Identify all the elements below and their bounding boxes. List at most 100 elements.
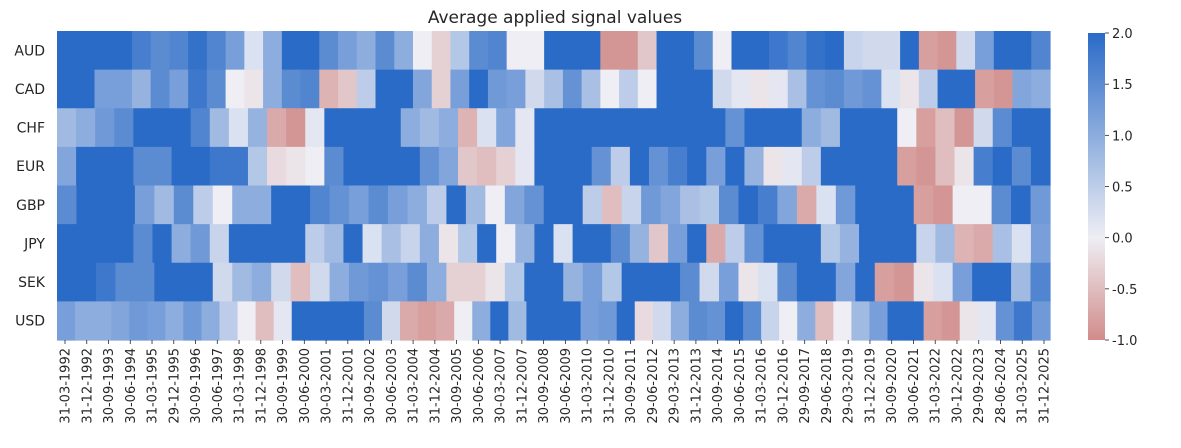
heatmap-cell — [381, 224, 402, 264]
heatmap-cell — [388, 185, 409, 225]
heatmap-cell — [712, 31, 733, 71]
heatmap-cell — [787, 69, 808, 109]
x-tick-label: 31-03-2022 — [929, 348, 944, 424]
heatmap-cell — [169, 31, 189, 71]
heatmap-cell — [458, 146, 478, 187]
heatmap-cell — [1011, 224, 1032, 264]
x-tick-label: 31-12-2013 — [689, 348, 704, 424]
heatmap-cell — [629, 146, 650, 187]
heatmap-cell — [851, 301, 871, 341]
heatmap-cell — [629, 108, 650, 148]
heatmap-cell — [660, 185, 681, 225]
x-tick-label: 30-12-2016 — [776, 348, 791, 424]
heatmap-cell — [900, 69, 920, 109]
heatmap-cell — [95, 185, 117, 225]
heatmap-cell — [458, 108, 478, 148]
heatmap-cell — [113, 31, 133, 71]
heatmap-cell — [750, 31, 770, 71]
heatmap-cell — [782, 224, 803, 264]
heatmap-cell — [675, 31, 695, 71]
heatmap-cell — [935, 108, 956, 148]
heatmap-cell — [472, 301, 491, 341]
heatmap-cell — [76, 224, 96, 264]
heatmap-cell — [670, 301, 690, 341]
heatmap-cell — [251, 185, 272, 225]
x-tick-label: 30-09-1993 — [102, 348, 117, 424]
heatmap-cell — [504, 185, 525, 225]
heatmap-cell — [418, 301, 437, 341]
x-tick-label: 30-06-2003 — [385, 348, 400, 424]
heatmap-cell — [706, 146, 726, 187]
heatmap-cell — [477, 224, 497, 264]
heatmap-cell — [959, 301, 979, 341]
heatmap-cell — [750, 69, 770, 109]
heatmap-cell — [343, 108, 364, 148]
heatmap-cell — [796, 185, 817, 225]
heatmap-cell — [1030, 224, 1051, 264]
heatmap-cell — [232, 262, 253, 302]
heatmap-cell — [905, 301, 925, 341]
heatmap-cell — [281, 31, 302, 71]
heatmap-cell — [329, 185, 350, 225]
x-tick-label: 31-12-2010 — [602, 348, 617, 424]
heatmap-cell — [975, 31, 995, 71]
heatmap-cell — [225, 69, 245, 109]
heatmap-cell — [310, 262, 331, 302]
heatmap-cell — [806, 69, 826, 109]
x-tick-label: 30-09-2011 — [624, 348, 639, 424]
heatmap-cell — [656, 69, 676, 109]
heatmap-cell — [619, 31, 639, 71]
heatmap-cell — [465, 185, 486, 225]
heatmap-cell — [878, 108, 898, 148]
heatmap-cell — [992, 146, 1013, 187]
heatmap-cell — [206, 31, 227, 71]
heatmap-cell — [290, 262, 311, 302]
heatmap-cell — [859, 146, 879, 187]
heatmap-cell — [937, 31, 957, 71]
heatmap-cell — [956, 31, 976, 71]
heatmap-cell — [394, 31, 414, 71]
heatmap-cell — [57, 146, 77, 187]
heatmap-cell — [641, 262, 662, 302]
heatmap-cell — [504, 262, 525, 302]
x-tick-label: 30-09-2005 — [450, 348, 465, 424]
heatmap-cell — [247, 224, 268, 264]
heatmap-cell — [562, 301, 582, 341]
heatmap-cell — [381, 301, 401, 341]
heatmap-cell — [598, 301, 618, 341]
heatmap-cell — [94, 31, 114, 71]
heatmap-cell — [956, 69, 976, 109]
heatmap-cell — [935, 224, 956, 264]
heatmap-cell — [694, 69, 714, 109]
heatmap-cell — [687, 224, 707, 264]
heatmap-cell — [973, 146, 994, 187]
heatmap-cell — [991, 185, 1012, 225]
heatmap-cell — [263, 69, 283, 109]
heatmap-cell — [400, 301, 419, 341]
heatmap-cell — [534, 146, 555, 187]
heatmap-cell — [833, 301, 852, 341]
heatmap-cell — [525, 69, 545, 109]
heatmap-cell — [343, 224, 364, 264]
y-tick-label: CAD — [15, 82, 45, 98]
heatmap-cell — [744, 146, 765, 187]
x-tick-label: 31-12-1998 — [254, 348, 269, 424]
x-tick-labels: 31-03-1992 31-12-1992 30-09-1993 30-06-1994… — [59, 340, 1053, 424]
heatmap-cell — [490, 301, 509, 341]
heatmap-cell — [610, 224, 631, 264]
x-tick-label: 30-06-2015 — [733, 348, 748, 424]
heatmap-cell — [247, 146, 268, 187]
heatmap-cell — [57, 262, 78, 302]
heatmap-cell — [918, 31, 939, 71]
heatmap-cell — [779, 301, 798, 341]
heatmap-cell — [1011, 146, 1032, 187]
heatmap-cell — [637, 31, 658, 71]
heatmap-cell — [400, 224, 421, 264]
heatmap-cell — [600, 69, 620, 109]
heatmap-cell — [591, 108, 612, 148]
heatmap-cell — [300, 31, 320, 71]
heatmap-cell — [173, 185, 194, 225]
heatmap-cell — [228, 108, 249, 148]
heatmap-cell — [610, 146, 631, 187]
heatmap-cell — [57, 224, 77, 264]
